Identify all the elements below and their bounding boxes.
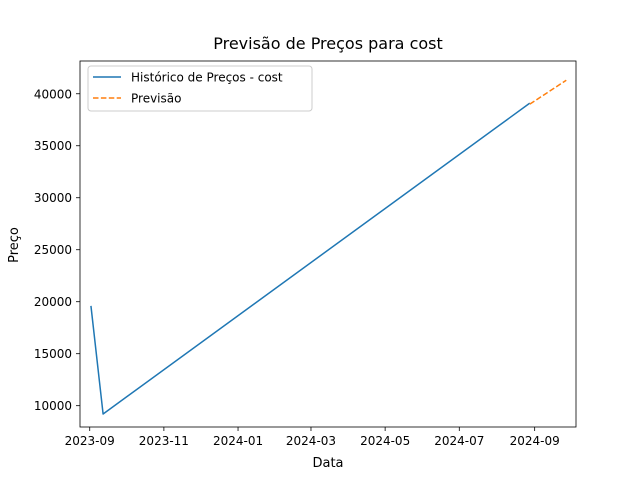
- series-line-1: [529, 79, 567, 105]
- x-tick-label: 2023-09: [65, 434, 115, 448]
- chart-title: Previsão de Preços para cost: [213, 34, 443, 53]
- y-tick-label: 30000: [34, 191, 72, 205]
- y-tick-label: 15000: [34, 347, 72, 361]
- legend: Histórico de Preços - cost Previsão: [87, 65, 313, 112]
- y-axis-label: Preço: [7, 227, 22, 263]
- y-tick-label: 20000: [34, 295, 72, 309]
- y-tick-label: 35000: [34, 139, 72, 153]
- x-tick-label: 2024-07: [434, 434, 484, 448]
- x-tick-label: 2024-09: [510, 434, 560, 448]
- x-axis-label: Data: [312, 456, 343, 471]
- x-tick-label: 2024-05: [360, 434, 410, 448]
- legend-label-1: Previsão: [131, 92, 181, 106]
- x-tick-label: 2024-01: [213, 434, 263, 448]
- x-tick-label: 2023-11: [139, 434, 189, 448]
- y-tick-label: 10000: [34, 399, 72, 413]
- y-tick-label: 25000: [34, 243, 72, 257]
- legend-box: [87, 65, 313, 112]
- legend-label-0: Histórico de Preços - cost: [131, 71, 283, 85]
- series-line-0: [90, 102, 531, 415]
- y-tick-label: 40000: [34, 87, 72, 101]
- plot-frame: [79, 60, 577, 428]
- x-tick-label: 2024-03: [286, 434, 336, 448]
- plot-area: 2023-09 2023-11 2024-01 2024-03 2024-05 2024-…: [34, 60, 577, 448]
